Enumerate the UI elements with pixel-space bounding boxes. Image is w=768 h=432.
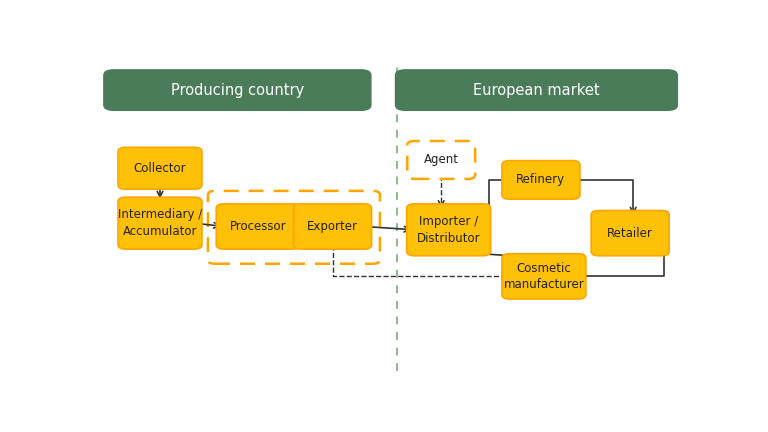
Text: Producing country: Producing country — [170, 83, 304, 98]
FancyBboxPatch shape — [118, 147, 202, 189]
Text: Intermediary /
Accumulator: Intermediary / Accumulator — [118, 208, 202, 238]
FancyBboxPatch shape — [407, 141, 475, 179]
Text: Refinery: Refinery — [516, 173, 565, 186]
FancyBboxPatch shape — [118, 197, 202, 249]
Text: Exporter: Exporter — [307, 220, 358, 233]
Text: Retailer: Retailer — [607, 227, 653, 240]
Text: Collector: Collector — [134, 162, 187, 175]
Text: Cosmetic
manufacturer: Cosmetic manufacturer — [504, 262, 584, 291]
FancyBboxPatch shape — [217, 204, 300, 249]
FancyBboxPatch shape — [293, 204, 372, 249]
Text: Importer /
Distributor: Importer / Distributor — [417, 215, 481, 245]
FancyBboxPatch shape — [103, 69, 372, 111]
Text: Processor: Processor — [230, 220, 286, 233]
FancyBboxPatch shape — [502, 254, 586, 299]
FancyBboxPatch shape — [395, 69, 678, 111]
Text: European market: European market — [473, 83, 600, 98]
Text: Agent: Agent — [424, 153, 458, 166]
FancyBboxPatch shape — [407, 204, 491, 256]
FancyBboxPatch shape — [502, 161, 580, 199]
FancyBboxPatch shape — [591, 210, 669, 256]
